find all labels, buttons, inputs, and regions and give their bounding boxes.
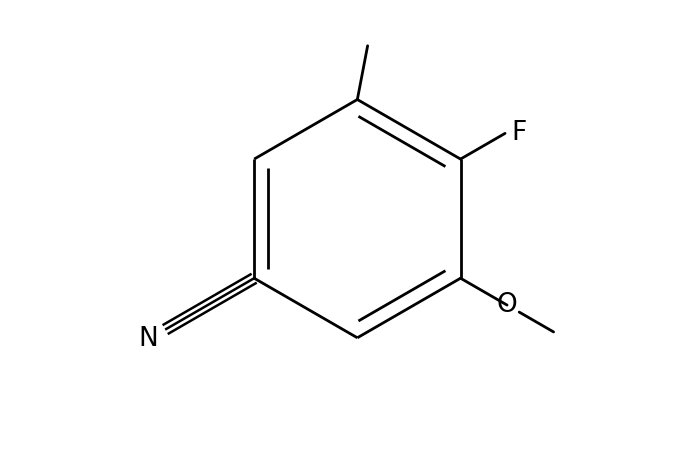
Text: N: N [138, 327, 158, 352]
Text: O: O [496, 292, 518, 318]
Text: F: F [511, 120, 527, 146]
